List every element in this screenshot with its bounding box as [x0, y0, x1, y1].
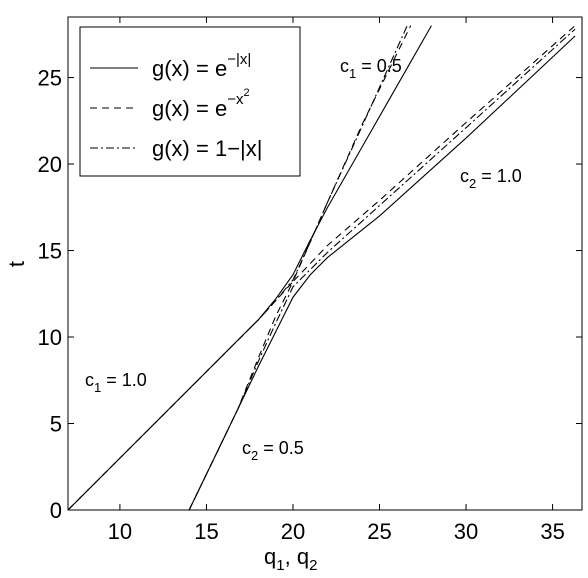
annotation: c2 = 0.5 [242, 438, 304, 463]
series-line [68, 25, 576, 510]
annotation: c1 = 0.5 [340, 56, 402, 81]
y-tick-label: 25 [38, 66, 62, 91]
y-tick-label: 5 [50, 412, 62, 437]
x-tick-label: 35 [540, 519, 564, 544]
legend-label-text: g(x) = e [152, 56, 227, 81]
annotation-sub: 1 [349, 66, 356, 81]
y-tick-label: 10 [38, 325, 62, 350]
annotation-text: c [340, 56, 349, 76]
annotation-sub: 2 [251, 448, 258, 463]
legend-label: g(x) = e−x2 [152, 87, 250, 121]
x-axis-label-sub: 1 [276, 557, 284, 574]
annotation-text: = 0.5 [258, 438, 304, 458]
legend-label: g(x) = 1−|x| [152, 136, 262, 161]
x-tick-label: 25 [367, 519, 391, 544]
y-axis-label: t [4, 261, 29, 267]
annotation: c1 = 1.0 [85, 370, 147, 395]
legend-box [79, 26, 301, 177]
x-tick-label: 20 [281, 519, 305, 544]
y-tick-label: 20 [38, 152, 62, 177]
legend-label-sup: −x [227, 91, 244, 108]
y-tick-label: 0 [50, 498, 62, 523]
annotation-text: = 1.0 [476, 166, 522, 186]
x-tick-label: 15 [194, 519, 218, 544]
annotation-sub: 2 [469, 176, 476, 191]
legend-label-text: g(x) = e [152, 96, 227, 121]
annotation-text: c [85, 370, 94, 390]
annotation-text: = 0.5 [356, 56, 402, 76]
x-axis-label-part: , q [285, 544, 309, 569]
annotation-text: c [460, 166, 469, 186]
series-line [68, 25, 576, 510]
y-tick-label: 15 [38, 239, 62, 264]
legend-label-sup2: 2 [243, 87, 249, 99]
legend-label-text: g(x) = 1−|x| [152, 136, 262, 161]
annotation-text: = 1.0 [101, 370, 147, 390]
plot-frame [67, 16, 583, 511]
x-tick-label: 30 [454, 519, 478, 544]
annotation-text: c [242, 438, 251, 458]
annotation: c2 = 1.0 [460, 166, 522, 191]
annotation-sub: 1 [94, 380, 101, 395]
x-axis-label-sub: 2 [309, 557, 317, 574]
legend-label-sup: −|x| [227, 51, 251, 68]
x-axis-label: q1, q2 [264, 544, 317, 574]
x-tick-label: 10 [108, 519, 132, 544]
legend-label: g(x) = e−|x| [152, 51, 251, 81]
x-axis-label-part: q [264, 544, 276, 569]
